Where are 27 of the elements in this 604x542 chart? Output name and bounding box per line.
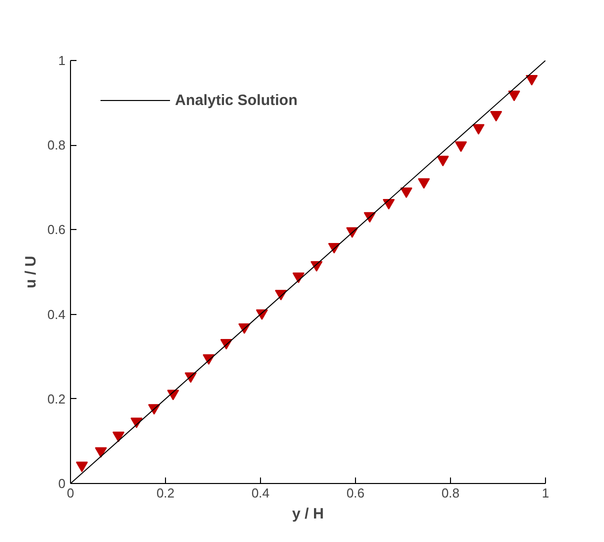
y-tick-label: 0.2 xyxy=(47,391,66,406)
x-axis-title: y / H xyxy=(292,506,324,522)
x-tick-label: 0.8 xyxy=(441,486,460,500)
point xyxy=(76,462,88,472)
y-axis-title: u / U xyxy=(22,256,40,288)
y-tick-label: 1 xyxy=(58,53,66,68)
point xyxy=(400,188,412,198)
y-tick-label: 0.4 xyxy=(47,306,66,322)
point xyxy=(112,432,124,442)
point xyxy=(436,156,449,166)
x-tick-label: 0.4 xyxy=(251,486,270,500)
y-tick-label: 0.6 xyxy=(47,222,66,238)
y-tick-label: 0 xyxy=(58,476,66,491)
point xyxy=(472,124,485,135)
point xyxy=(94,447,107,458)
point xyxy=(382,198,395,210)
point xyxy=(508,90,520,102)
x-tick-label: 1 xyxy=(542,486,550,500)
point xyxy=(418,178,430,189)
y-tick-label: 0.8 xyxy=(47,138,66,153)
point xyxy=(490,110,502,122)
x-tick-label: 0.2 xyxy=(156,486,175,500)
x-tick-label: 0.6 xyxy=(346,486,365,500)
point xyxy=(292,272,304,284)
point xyxy=(526,75,538,86)
point xyxy=(454,141,467,152)
legend-label: Analytic Solution xyxy=(175,92,298,108)
